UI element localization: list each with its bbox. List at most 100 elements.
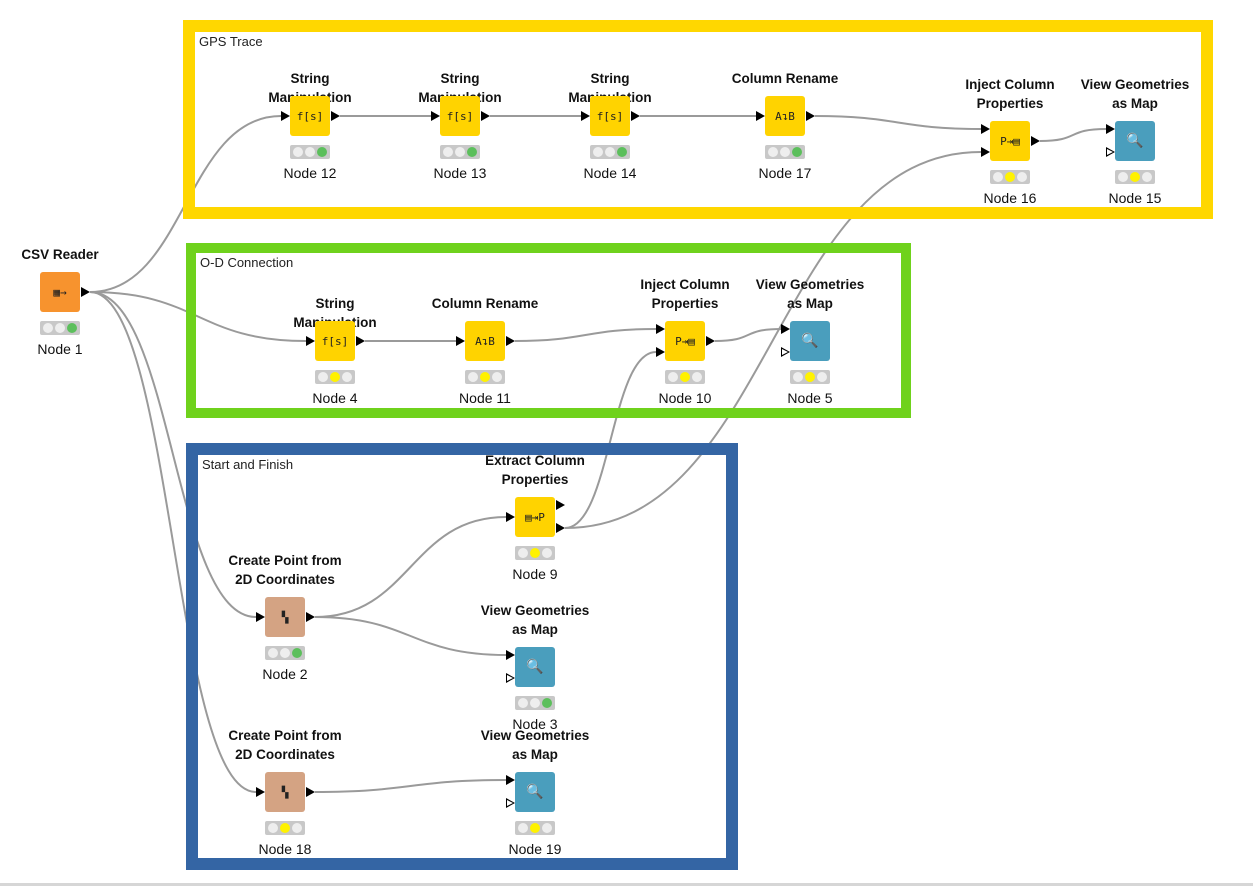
table-arrow-icon: ▦→ bbox=[53, 285, 67, 299]
node-label[interactable]: Node 11 bbox=[459, 390, 511, 406]
input-port[interactable] bbox=[506, 650, 515, 660]
connection-n16-n15[interactable] bbox=[1039, 128, 1107, 142]
status-lamp bbox=[55, 323, 65, 333]
input-port[interactable] bbox=[981, 147, 990, 157]
node-title[interactable]: Create Point from 2D Coordinates bbox=[228, 728, 342, 762]
node-icon-box[interactable]: ▚ bbox=[265, 772, 305, 812]
output-port[interactable] bbox=[506, 336, 515, 346]
node-label[interactable]: Node 14 bbox=[583, 165, 637, 181]
annotation-od[interactable]: O-D Connection bbox=[186, 243, 911, 418]
node-icon-box[interactable]: ▦→ bbox=[40, 272, 80, 312]
node-label[interactable]: Node 4 bbox=[312, 390, 358, 406]
input-port[interactable] bbox=[581, 111, 590, 121]
node-label[interactable]: Node 16 bbox=[983, 190, 1037, 206]
optional-input-port[interactable] bbox=[781, 347, 790, 357]
node-title[interactable]: Extract Column Properties bbox=[485, 453, 585, 487]
node-title[interactable]: View Geometries as Map bbox=[1080, 77, 1190, 111]
node-title[interactable]: View Geometries as Map bbox=[755, 277, 865, 311]
input-port[interactable] bbox=[781, 324, 790, 334]
node-icon-box[interactable]: ▤⇥P bbox=[515, 497, 555, 537]
input-port[interactable] bbox=[256, 787, 265, 797]
node-label[interactable]: Node 10 bbox=[658, 390, 712, 406]
node-icon-box[interactable]: ▚ bbox=[265, 597, 305, 637]
node-title[interactable]: View Geometries as Map bbox=[480, 603, 590, 637]
node-label[interactable]: Node 17 bbox=[758, 165, 812, 181]
node-title[interactable]: View Geometries as Map bbox=[480, 728, 590, 762]
node-icon-box[interactable]: A↴B bbox=[465, 321, 505, 361]
input-port[interactable] bbox=[981, 124, 990, 134]
node-label[interactable]: Node 13 bbox=[433, 165, 487, 181]
output-port[interactable] bbox=[331, 111, 340, 121]
node-label[interactable]: Node 18 bbox=[258, 841, 312, 857]
status-lamp bbox=[780, 147, 790, 157]
input-port[interactable] bbox=[431, 111, 440, 121]
node-icon-box[interactable]: 🔍 bbox=[515, 647, 555, 687]
node-title[interactable]: Inject Column Properties bbox=[640, 277, 730, 311]
node-icon-box[interactable]: f[s] bbox=[590, 96, 630, 136]
connection-n18-n19[interactable] bbox=[314, 779, 507, 793]
output-port[interactable] bbox=[806, 111, 815, 121]
input-port[interactable] bbox=[506, 775, 515, 785]
output-port[interactable] bbox=[1031, 136, 1040, 146]
optional-input-port[interactable] bbox=[506, 798, 515, 808]
optional-input-port[interactable] bbox=[1106, 147, 1115, 157]
node-label[interactable]: Node 9 bbox=[512, 566, 558, 582]
connection-n1-n2[interactable] bbox=[89, 291, 257, 618]
input-port[interactable] bbox=[656, 347, 665, 357]
node-icon-box[interactable]: 🔍 bbox=[790, 321, 830, 361]
node-label[interactable]: Node 12 bbox=[283, 165, 337, 181]
input-port[interactable] bbox=[506, 512, 515, 522]
input-port[interactable] bbox=[656, 324, 665, 334]
optional-input-port[interactable] bbox=[506, 673, 515, 683]
status-lamp bbox=[305, 147, 315, 157]
output-port[interactable] bbox=[631, 111, 640, 121]
output-port[interactable] bbox=[481, 111, 490, 121]
node-label[interactable]: Node 15 bbox=[1108, 190, 1162, 206]
output-port[interactable] bbox=[306, 612, 315, 622]
node-label[interactable]: Node 1 bbox=[37, 341, 83, 357]
input-port[interactable] bbox=[281, 111, 290, 121]
input-port[interactable] bbox=[756, 111, 765, 121]
node-title[interactable]: Inject Column Properties bbox=[965, 77, 1055, 111]
annotation-sf[interactable]: Start and Finish bbox=[186, 443, 738, 870]
output-port[interactable] bbox=[556, 523, 565, 533]
node-icon-box[interactable]: P⇥▤ bbox=[665, 321, 705, 361]
node-title[interactable]: Create Point from 2D Coordinates bbox=[228, 553, 342, 587]
node-title[interactable]: Column Rename bbox=[431, 296, 539, 311]
input-port[interactable] bbox=[306, 336, 315, 346]
status-traffic-light bbox=[265, 646, 305, 660]
connection-n17-n16[interactable] bbox=[814, 115, 982, 130]
node-title[interactable]: Column Rename bbox=[731, 71, 839, 86]
status-lamp bbox=[530, 548, 540, 558]
node-icon-box[interactable]: 🔍 bbox=[1115, 121, 1155, 161]
node-icon-box[interactable]: P⇥▤ bbox=[990, 121, 1030, 161]
input-port[interactable] bbox=[1106, 124, 1115, 134]
annotation-gps[interactable]: GPS Trace bbox=[183, 20, 1213, 219]
node-title[interactable]: CSV Reader bbox=[21, 247, 99, 262]
connection-n2-n3[interactable] bbox=[314, 616, 507, 656]
connection-n1-n4[interactable] bbox=[89, 291, 307, 342]
node-label[interactable]: Node 3 bbox=[512, 716, 558, 732]
output-port[interactable] bbox=[556, 500, 565, 510]
node-icon-box[interactable]: 🔍 bbox=[515, 772, 555, 812]
node-icon-box[interactable]: f[s] bbox=[315, 321, 355, 361]
connection-n9-n16[interactable] bbox=[564, 151, 982, 529]
connection-n11-n10[interactable] bbox=[514, 328, 657, 342]
output-port[interactable] bbox=[81, 287, 90, 297]
node-label[interactable]: Node 5 bbox=[787, 390, 833, 406]
output-port[interactable] bbox=[706, 336, 715, 346]
output-port[interactable] bbox=[356, 336, 365, 346]
node-label[interactable]: Node 19 bbox=[508, 841, 562, 857]
input-port[interactable] bbox=[456, 336, 465, 346]
connection-n9-n10[interactable] bbox=[564, 351, 657, 529]
input-port[interactable] bbox=[256, 612, 265, 622]
node-icon-box[interactable]: f[s] bbox=[440, 96, 480, 136]
connection-n10-n5[interactable] bbox=[714, 328, 782, 342]
output-port[interactable] bbox=[306, 787, 315, 797]
connection-n1-n18[interactable] bbox=[89, 291, 257, 793]
node-icon-box[interactable]: A↴B bbox=[765, 96, 805, 136]
node-icon-box[interactable]: f[s] bbox=[290, 96, 330, 136]
connection-n2-n9[interactable] bbox=[314, 516, 507, 618]
status-traffic-light bbox=[290, 145, 330, 159]
node-label[interactable]: Node 2 bbox=[262, 666, 308, 682]
